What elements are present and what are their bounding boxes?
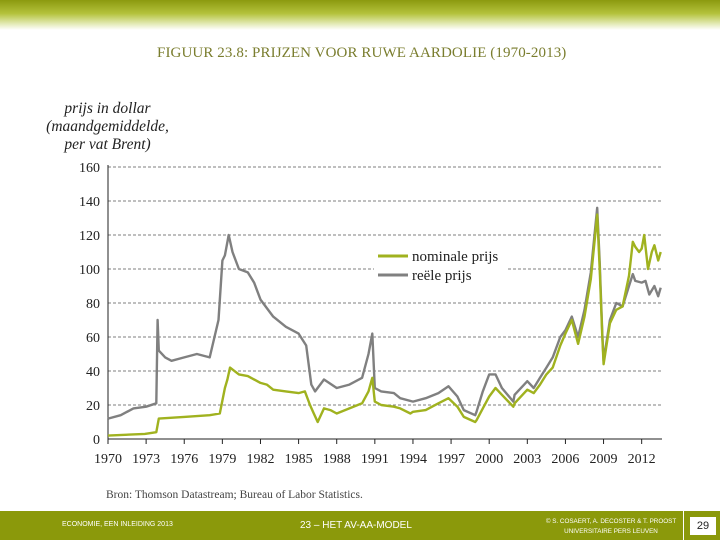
- y-tick-label-20: 20: [86, 399, 100, 414]
- y-axis-label-line-1: prijs in dollar: [64, 100, 151, 117]
- footer-credits: © S. COSAERT, A. DECOSTER & T. PROOST UN…: [536, 517, 686, 537]
- y-axis-label: prijs in dollar (maandgemiddelde, per va…: [40, 100, 175, 154]
- y-tick-label-120: 120: [79, 229, 100, 244]
- legend-background: [374, 240, 506, 278]
- x-tick-label-1988: 1988: [323, 452, 351, 467]
- top-accent-bar: [0, 0, 720, 30]
- y-tick-label-100: 100: [79, 263, 100, 278]
- legend-label-nominal: nominale prijs: [412, 249, 498, 265]
- x-tick-label-2012: 2012: [628, 452, 656, 467]
- x-tick-label-1997: 1997: [437, 452, 465, 467]
- footer-divider: [683, 511, 684, 540]
- page-number: 29: [690, 517, 716, 535]
- series-line-nominal: [107, 213, 662, 437]
- chart-grid: [108, 166, 662, 406]
- y-axis-label-line-3: per vat Brent): [64, 136, 151, 153]
- legend-label-real: reële prijs: [412, 268, 472, 284]
- x-tick-label-1994: 1994: [399, 452, 427, 467]
- x-tick-label-2006: 2006: [551, 452, 579, 467]
- footer-authors: © S. COSAERT, A. DECOSTER & T. PROOST: [545, 518, 677, 525]
- y-tick-label-60: 60: [86, 331, 100, 346]
- footer-publisher: UNIVERSITAIRE PERS LEUVEN: [564, 528, 658, 535]
- y-tick-label-40: 40: [86, 365, 100, 380]
- x-tick-label-2003: 2003: [513, 452, 541, 467]
- y-tick-labels: 0 20 40 60 80 100 120 140 160: [79, 161, 100, 448]
- figure-title: FIGUUR 23.8: PRIJZEN VOOR RUWE AARDOLIE …: [157, 45, 567, 61]
- source-note: Bron: Thomson Datastream; Bureau of Labo…: [106, 489, 363, 501]
- x-tick-label-2009: 2009: [590, 452, 618, 467]
- y-tick-label-0: 0: [93, 433, 100, 448]
- x-tick-label-1973: 1973: [132, 452, 160, 467]
- x-tick-label-1979: 1979: [208, 452, 236, 467]
- y-tick-label-80: 80: [86, 297, 100, 312]
- y-tick-label-140: 140: [79, 195, 100, 210]
- chart-series: [107, 206, 662, 437]
- y-axis-label-line-2: (maandgemiddelde,: [46, 118, 169, 135]
- chart-legend: nominale prijs reële prijs: [374, 240, 506, 284]
- footer-bar: ECONOMIE, EEN INLEIDING 2013 23 – HET AV…: [0, 511, 720, 540]
- chart-axes: [107, 165, 662, 444]
- x-tick-label-1976: 1976: [170, 452, 198, 467]
- x-tick-label-2000: 2000: [475, 452, 503, 467]
- footer-course-title: ECONOMIE, EEN INLEIDING 2013: [62, 521, 173, 528]
- x-tick-label-1985: 1985: [285, 452, 313, 467]
- footer-chapter-title: 23 – HET AV-AA-MODEL: [300, 520, 412, 531]
- x-tick-label-1970: 1970: [94, 452, 122, 467]
- x-tick-label-1991: 1991: [361, 452, 389, 467]
- x-tick-label-1982: 1982: [246, 452, 274, 467]
- series-line-real: [107, 206, 662, 420]
- x-tick-labels: 1970 1973 1976 1979 1982 1985 1988 1991 1994 1997…: [94, 452, 656, 467]
- y-tick-label-160: 160: [79, 161, 100, 176]
